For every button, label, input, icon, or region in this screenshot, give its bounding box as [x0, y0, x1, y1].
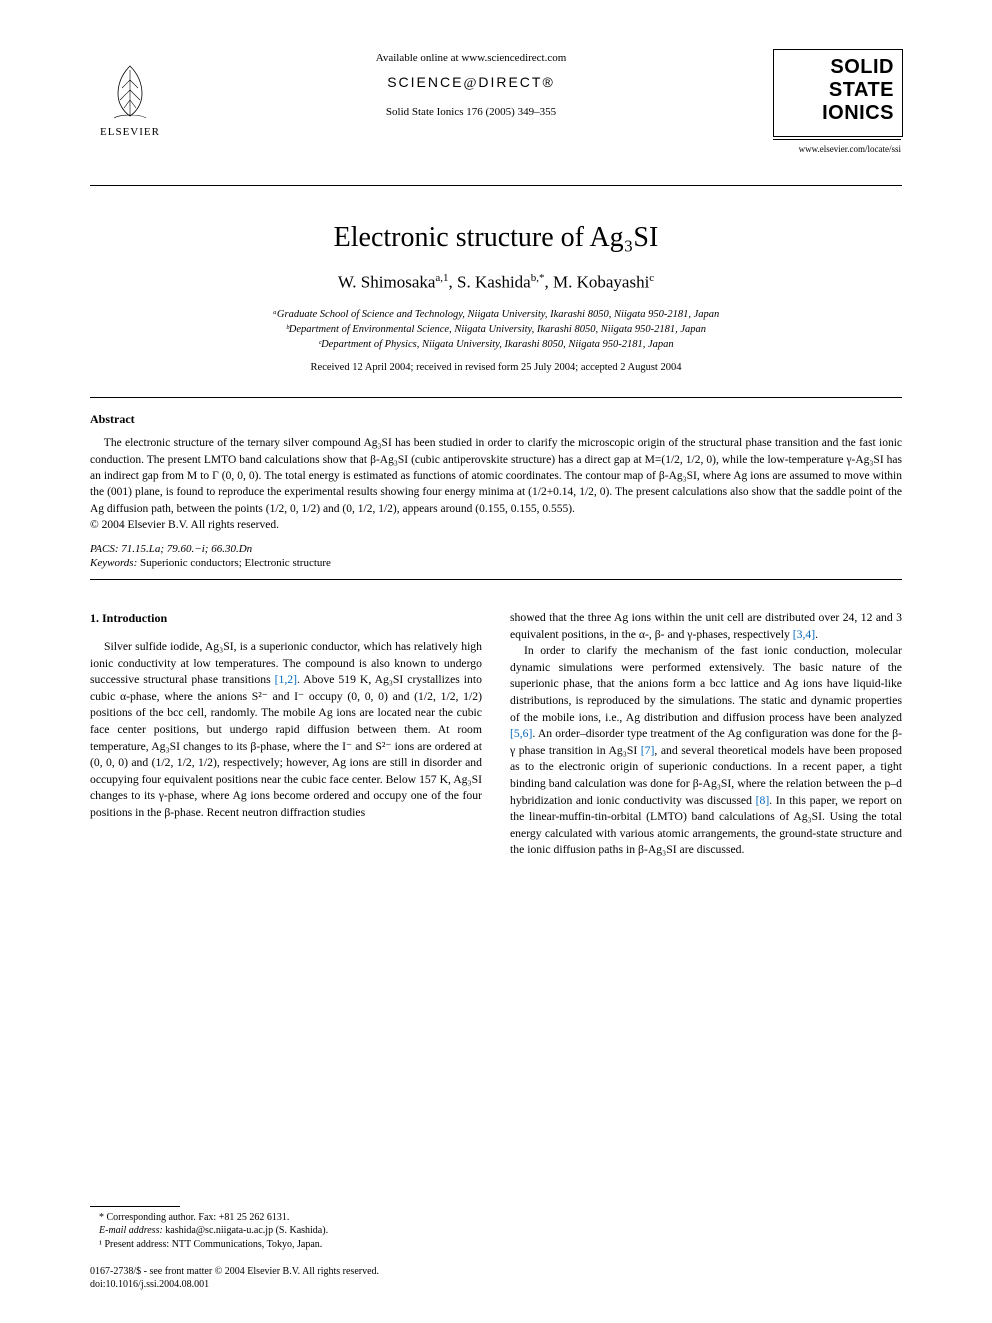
intro-text-2a: showed that the three Ag ions within the…	[510, 611, 902, 641]
issn-line: 0167-2738/$ - see front matter © 2004 El…	[90, 1265, 379, 1278]
ref-link-5-6[interactable]: [5,6]	[510, 727, 532, 740]
article-dates: Received 12 April 2004; received in revi…	[90, 362, 902, 373]
journal-logo: SOLID STATE IONICS www.elsevier.com/loca…	[772, 48, 902, 155]
journal-logo-rule	[773, 139, 901, 140]
journal-url: www.elsevier.com/locate/ssi	[773, 144, 901, 154]
pacs-line: PACS: 71.15.La; 79.60.−i; 66.30.Dn	[90, 543, 902, 555]
footnotes: * Corresponding author. Fax: +81 25 262 …	[90, 1206, 470, 1252]
keywords-label: Keywords:	[90, 557, 137, 569]
intro-para-1-cont: showed that the three Ag ions within the…	[510, 610, 902, 643]
article-title: Electronic structure of Ag₃SI	[90, 222, 902, 254]
sciencedirect-logo: SCIENCE@DIRECT®	[387, 74, 555, 92]
header-rule	[90, 185, 902, 186]
sd-suffix: DIRECT®	[478, 74, 554, 90]
intro-text-3a: In order to clarify the mechanism of the…	[510, 644, 902, 723]
elsevier-tree-icon	[100, 60, 160, 124]
affiliation-b: ᵇDepartment of Environmental Science, Ni…	[90, 322, 902, 337]
column-right: showed that the three Ag ions within the…	[510, 610, 902, 859]
publisher-logo: ELSEVIER	[90, 48, 170, 138]
doi-line: doi:10.1016/j.ssi.2004.08.001	[90, 1278, 379, 1291]
available-online-text: Available online at www.sciencedirect.co…	[376, 52, 567, 64]
column-left: 1. Introduction Silver sulfide iodide, A…	[90, 610, 482, 859]
intro-para-1: Silver sulfide iodide, Ag₃SI, is a super…	[90, 639, 482, 822]
ref-link-8[interactable]: [8]	[756, 794, 770, 807]
ref-link-3-4[interactable]: [3,4]	[793, 628, 815, 641]
sd-at-icon: @	[463, 76, 478, 91]
publisher-name: ELSEVIER	[100, 126, 160, 138]
footnote-email-label: E-mail address:	[99, 1225, 163, 1236]
journal-logo-box: SOLID STATE IONICS	[773, 49, 903, 137]
bottom-matter: 0167-2738/$ - see front matter © 2004 El…	[90, 1265, 379, 1291]
affiliation-a: ᵃGraduate School of Science and Technolo…	[90, 307, 902, 322]
abstract-copyright: © 2004 Elsevier B.V. All rights reserved…	[90, 519, 902, 531]
ref-link-7[interactable]: [7]	[641, 744, 655, 757]
pacs-label: PACS:	[90, 543, 119, 555]
footnote-corresponding: * Corresponding author. Fax: +81 25 262 …	[90, 1211, 470, 1225]
body-columns: 1. Introduction Silver sulfide iodide, A…	[90, 610, 902, 859]
abstract-body: The electronic structure of the ternary …	[90, 435, 902, 517]
abstract-heading: Abstract	[90, 412, 902, 427]
keywords-value: Superionic conductors; Electronic struct…	[137, 557, 331, 569]
abstract-top-rule	[90, 397, 902, 398]
affiliations: ᵃGraduate School of Science and Technolo…	[90, 307, 902, 353]
pacs-value: 71.15.La; 79.60.−i; 66.30.Dn	[119, 543, 253, 555]
ref-link-1-2[interactable]: [1,2]	[275, 673, 297, 686]
authors: W. Shimosakaa,1, S. Kashidab,*, M. Kobay…	[90, 272, 902, 293]
affiliation-c: ᶜDepartment of Physics, Niigata Universi…	[90, 337, 902, 352]
intro-text-1b: . Above 519 K, Ag₃SI crystallizes into c…	[90, 673, 482, 819]
section-1-heading: 1. Introduction	[90, 610, 482, 627]
journal-logo-line2: STATE	[782, 79, 894, 102]
journal-logo-line1: SOLID	[782, 56, 894, 79]
header-row: ELSEVIER Available online at www.science…	[90, 48, 902, 155]
intro-text-2b: .	[815, 628, 818, 641]
intro-para-2: In order to clarify the mechanism of the…	[510, 643, 902, 859]
footnote-email-value: kashida@sc.niigata-u.ac.jp (S. Kashida).	[163, 1225, 328, 1236]
keywords-line: Keywords: Superionic conductors; Electro…	[90, 557, 902, 569]
journal-logo-line3: IONICS	[782, 102, 894, 125]
sd-prefix: SCIENCE	[387, 74, 463, 90]
header-center: Available online at www.sciencedirect.co…	[170, 48, 772, 122]
footnote-rule	[90, 1206, 180, 1207]
journal-reference: Solid State Ionics 176 (2005) 349–355	[386, 106, 556, 118]
footnote-email: E-mail address: kashida@sc.niigata-u.ac.…	[90, 1224, 470, 1238]
footnote-present-address: ¹ Present address: NTT Communications, T…	[90, 1238, 470, 1252]
abstract-bottom-rule	[90, 579, 902, 580]
